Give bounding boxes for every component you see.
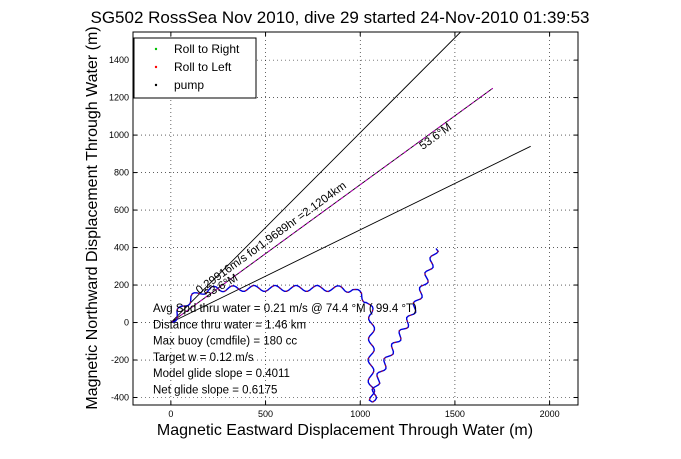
glider-track — [170, 284, 376, 403]
legend-label: Roll to Left — [174, 60, 232, 74]
reference-lines — [170, 32, 531, 323]
y-axis-label: Magnetic Northward Displacement Through … — [84, 26, 101, 409]
stats-block: Avg Spd thru water = 0.21 m/s @ 74.4 °M … — [153, 303, 417, 397]
roll-left-markers — [371, 248, 439, 403]
x-tick-label: 1000 — [350, 409, 370, 419]
legend-marker — [154, 65, 158, 69]
plot-frame — [132, 31, 579, 406]
x-tick-label: 1500 — [445, 409, 465, 419]
reference-line — [170, 145, 531, 323]
y-tick-label: 800 — [114, 168, 129, 178]
y-tick-label: 600 — [114, 205, 129, 215]
glider-track — [371, 248, 440, 403]
y-tick-label: -400 — [111, 393, 129, 403]
tick-layer: 0 500 1000 1500 2000 -400 -200 0 200 400 600 800 100… — [109, 32, 578, 419]
y-tick-label: 200 — [114, 280, 129, 290]
x-tick-label: 0 — [168, 409, 173, 419]
reference-line — [170, 32, 461, 323]
y-tick-label: 1000 — [109, 130, 129, 140]
stats-line: Net glide slope = 0.6175 — [153, 385, 277, 397]
legend-marker — [154, 83, 158, 87]
course-annotation: 0.29916m/s for1.9689hr =2.1204km — [194, 180, 349, 297]
reference-line-dashed — [170, 87, 494, 323]
y-tick-label: 1400 — [109, 55, 129, 65]
y-tick-label: 0 — [124, 318, 129, 328]
legend-box — [133, 37, 257, 99]
stats-line: Target w = 0.12 m/s — [153, 352, 254, 364]
stats-line: Model glide slope = 0.4011 — [153, 368, 290, 380]
y-tick-label: 400 — [114, 243, 129, 253]
y-tick-label: -200 — [111, 355, 129, 365]
legend-label: Roll to Right — [174, 42, 240, 56]
stats-line: Avg Spd thru water = 0.21 m/s @ 74.4 °M … — [153, 303, 417, 315]
legend: Roll to Right Roll to Left pump — [133, 37, 257, 99]
stats-line: Max buoy (cmdfile) = 180 cc — [153, 336, 297, 348]
series-layer — [170, 248, 440, 403]
legend-marker — [154, 47, 158, 51]
x-tick-label: 500 — [258, 409, 273, 419]
chart-title: SG502 RossSea Nov 2010, dive 29 started … — [91, 8, 590, 27]
legend-label: pump — [174, 78, 204, 92]
x-axis-label: Magnetic Eastward Displacement Through W… — [157, 422, 533, 439]
stats-line: Distance thru water = 1.46 km — [153, 319, 306, 331]
y-tick-label: 1200 — [109, 93, 129, 103]
x-tick-label: 2000 — [540, 409, 560, 419]
course-annotation: 53.6°M — [417, 121, 454, 152]
